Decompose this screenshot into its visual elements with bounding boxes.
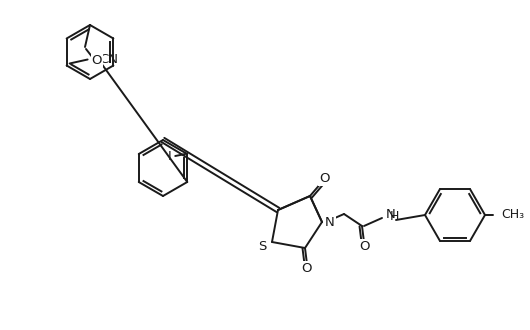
Text: N: N xyxy=(325,215,335,228)
Text: I: I xyxy=(167,149,171,162)
Text: O: O xyxy=(92,54,102,68)
Text: N: N xyxy=(386,208,396,220)
Text: CN: CN xyxy=(100,53,119,66)
Text: O: O xyxy=(92,54,102,68)
Text: O: O xyxy=(359,240,369,252)
Text: S: S xyxy=(258,240,266,252)
Text: H: H xyxy=(390,211,400,223)
Text: CH₃: CH₃ xyxy=(501,209,524,221)
Text: O: O xyxy=(302,261,312,275)
Text: O: O xyxy=(319,173,329,185)
